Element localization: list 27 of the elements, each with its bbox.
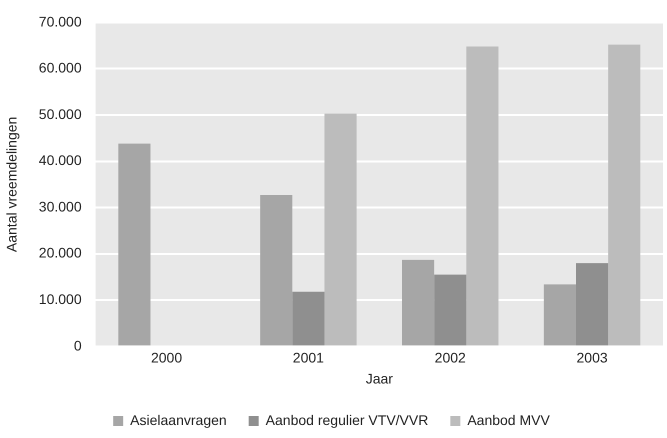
bar xyxy=(324,114,357,346)
y-tick-label: 0 xyxy=(74,337,82,354)
bar xyxy=(434,274,466,346)
bar xyxy=(260,195,292,346)
y-tick-label: 20.000 xyxy=(38,244,82,261)
legend-label: Aanbod regulier VTV/VVR xyxy=(266,412,428,428)
x-tick-label: 2002 xyxy=(434,350,466,366)
x-tick-label: 2001 xyxy=(292,350,324,366)
y-tick-label: 60.000 xyxy=(38,60,82,76)
bar xyxy=(576,263,608,346)
bar xyxy=(544,284,576,346)
bar xyxy=(292,292,324,346)
x-tick-label: 2003 xyxy=(576,350,608,366)
legend-label: Asielaanvragen xyxy=(130,412,227,428)
bar xyxy=(466,46,498,346)
legend-label: Aanbod MVV xyxy=(467,412,550,428)
y-tick-label: 30.000 xyxy=(38,198,82,214)
bar xyxy=(402,260,434,346)
bar xyxy=(608,44,640,346)
y-axis-title: Aantal vreemdelingen xyxy=(3,116,20,252)
y-tick-label: 40.000 xyxy=(38,152,82,168)
x-tick-label: 2000 xyxy=(150,350,182,366)
y-tick-label: 50.000 xyxy=(38,106,82,122)
x-axis-title: Jaar xyxy=(366,370,394,386)
bar xyxy=(118,144,150,346)
y-tick-label: 70.000 xyxy=(38,13,82,30)
y-tick-label: 10.000 xyxy=(38,290,82,307)
